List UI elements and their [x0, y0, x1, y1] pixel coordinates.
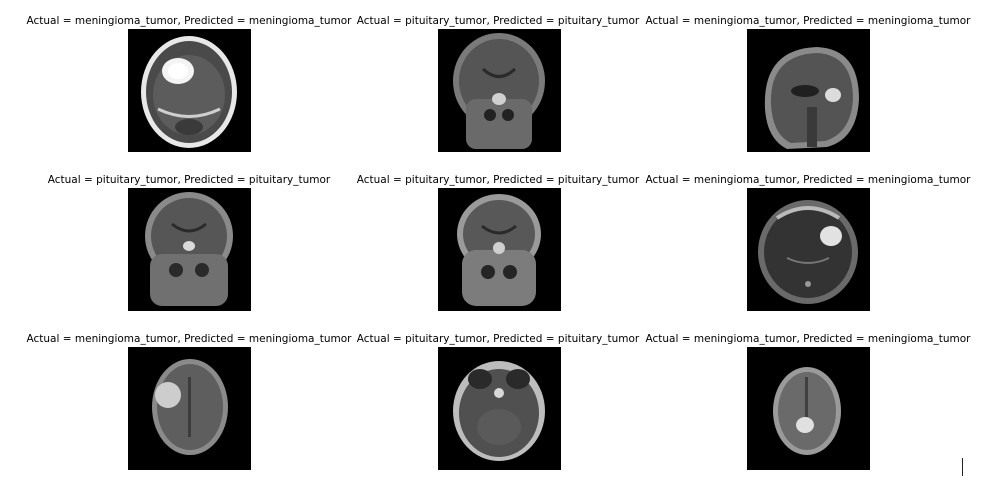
mri-scan-image: [438, 347, 561, 470]
mri-scan-image: [747, 347, 870, 470]
mri-scan-image: [128, 29, 251, 152]
mri-scan-image: [438, 29, 561, 152]
panel-caption: Actual = meningioma_tumor, Predicted = m…: [645, 15, 971, 27]
mri-scan-image: [438, 188, 561, 311]
prediction-panel-8: Actual = pituitary_tumor, Predicted = pi…: [333, 332, 663, 482]
panel-caption: Actual = pituitary_tumor, Predicted = pi…: [356, 333, 640, 345]
panel-caption: Actual = pituitary_tumor, Predicted = pi…: [356, 15, 640, 27]
prediction-panel-1: Actual = meningioma_tumor, Predicted = m…: [24, 14, 354, 164]
panel-caption: Actual = meningioma_tumor, Predicted = m…: [26, 333, 352, 345]
panel-caption: Actual = pituitary_tumor, Predicted = pi…: [47, 174, 331, 186]
panel-caption: Actual = pituitary_tumor, Predicted = pi…: [356, 174, 640, 186]
text-cursor: [962, 458, 963, 476]
mri-scan-image: [128, 347, 251, 470]
panel-caption: Actual = meningioma_tumor, Predicted = m…: [645, 333, 971, 345]
prediction-panel-7: Actual = meningioma_tumor, Predicted = m…: [24, 332, 354, 482]
mri-scan-image: [747, 29, 870, 152]
prediction-panel-4: Actual = pituitary_tumor, Predicted = pi…: [24, 173, 354, 323]
mri-scan-image: [128, 188, 251, 311]
prediction-panel-6: Actual = meningioma_tumor, Predicted = m…: [643, 173, 973, 323]
prediction-panel-5: Actual = pituitary_tumor, Predicted = pi…: [333, 173, 663, 323]
mri-scan-image: [747, 188, 870, 311]
panel-caption: Actual = meningioma_tumor, Predicted = m…: [26, 15, 352, 27]
prediction-panel-3: Actual = meningioma_tumor, Predicted = m…: [643, 14, 973, 164]
panel-caption: Actual = meningioma_tumor, Predicted = m…: [645, 174, 971, 186]
prediction-panel-2: Actual = pituitary_tumor, Predicted = pi…: [333, 14, 663, 164]
prediction-panel-9: Actual = meningioma_tumor, Predicted = m…: [643, 332, 973, 482]
